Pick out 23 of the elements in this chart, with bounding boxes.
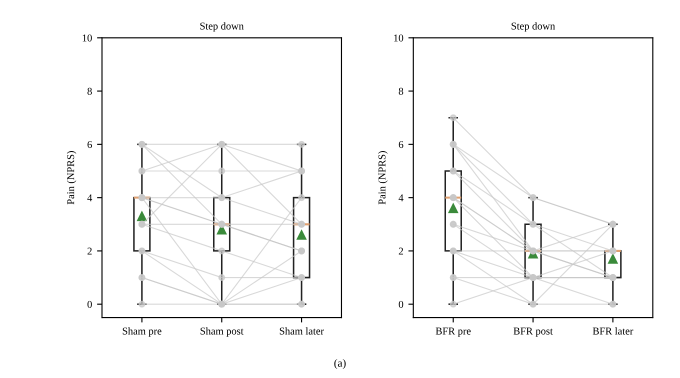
x-tick-label: BFR post — [514, 328, 553, 337]
x-tick-label: BFR pre — [436, 328, 471, 337]
y-tick-label: 4 — [398, 194, 404, 202]
y-tick-label: 2 — [88, 248, 92, 255]
chart-title: Step down — [200, 22, 244, 32]
x-tick-label: BFR later — [592, 327, 634, 335]
y-tick-label: 2 — [398, 248, 404, 255]
y-tick-label: 0 — [398, 300, 404, 308]
y-tick-label: 10 — [394, 34, 404, 42]
x-tick-label: Sham pre — [122, 327, 162, 337]
y-tick-label: 4 — [87, 194, 92, 202]
y-tick-label: 10 — [82, 34, 92, 42]
x-tick-label: Sham post — [200, 327, 244, 337]
y-axis-title: Pain (NPRS) — [66, 151, 76, 204]
text: (a) — [334, 358, 346, 370]
y-tick-label: 6 — [88, 141, 92, 148]
y-tick-label: 8 — [398, 88, 404, 95]
y-tick-label: 8 — [87, 88, 92, 95]
chart-title: Step down — [512, 22, 556, 32]
y-tick-label: 6 — [398, 141, 404, 148]
x-tick-label: Sham later — [280, 327, 324, 335]
y-axis-title: Pain (NPRS) — [378, 151, 388, 204]
y-tick-label: 0 — [87, 300, 92, 308]
